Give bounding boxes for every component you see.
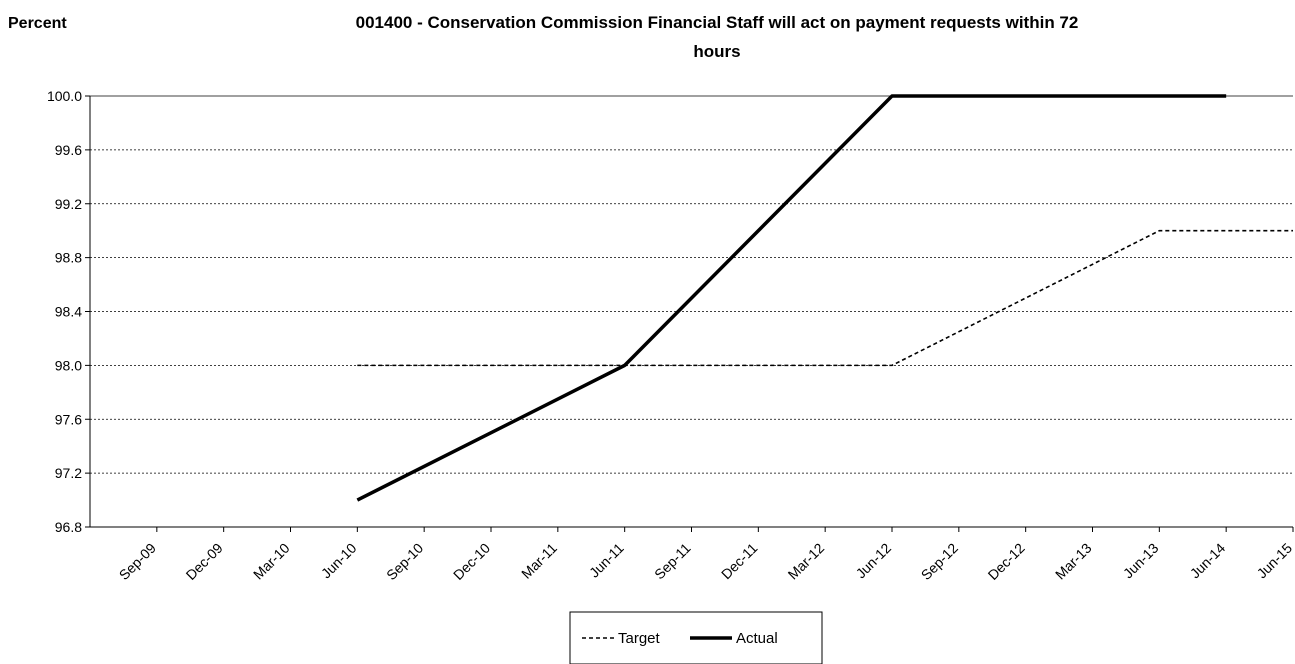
x-tick-label: Sep-12 <box>918 540 961 583</box>
series-line-target <box>357 229 1293 367</box>
y-tick-label: 98.4 <box>55 304 82 320</box>
legend-target-label: Target <box>618 630 661 647</box>
x-tick-label: Dec-11 <box>718 540 761 583</box>
y-tick-label: 97.2 <box>55 465 82 481</box>
x-tick-label: Jun-11 <box>586 540 627 581</box>
x-tick-label: Sep-10 <box>383 540 426 583</box>
legend-actual-label: Actual <box>736 630 778 647</box>
x-tick-label: Dec-10 <box>450 540 493 583</box>
grid <box>90 95 1293 474</box>
x-ticks: Sep-09 Dec-09 Mar-10 Jun-10 Sep-10 Dec-10 Mar-… <box>116 527 1295 583</box>
x-tick-label: Jun-12 <box>853 540 895 582</box>
y-tick-label: 97.6 <box>55 411 82 427</box>
x-tick-label: Mar-12 <box>785 540 828 583</box>
x-tick-label: Jun-10 <box>318 540 360 582</box>
y-tick-label: 96.8 <box>55 519 82 535</box>
x-tick-label: Jun-15 <box>1254 540 1295 582</box>
x-tick-label: Jun-14 <box>1187 540 1229 582</box>
chart-title-line-2: hours <box>693 42 740 61</box>
series-layer <box>356 94 1293 502</box>
x-tick-label: Jun-13 <box>1120 540 1162 582</box>
y-tick-label: 99.2 <box>55 196 82 212</box>
x-tick-label: Mar-11 <box>518 540 560 582</box>
x-tick-label: Mar-10 <box>250 540 293 583</box>
x-tick-label: Sep-09 <box>116 540 159 583</box>
y-tick-label: 98.0 <box>55 357 82 373</box>
x-tick-label: Dec-12 <box>985 540 1028 583</box>
y-axis-label: Percent <box>8 15 67 32</box>
series-line-actual <box>356 94 1227 502</box>
x-tick-label: Sep-11 <box>651 540 694 583</box>
y-ticks: 96.8 97.2 97.6 98.0 98.4 98.8 99.2 99.6 100.0 <box>47 88 90 535</box>
y-tick-label: 99.6 <box>55 142 82 158</box>
legend: Target Actual <box>569 611 823 664</box>
x-tick-label: Mar-13 <box>1052 540 1095 583</box>
y-tick-label: 98.8 <box>55 250 82 266</box>
y-tick-label: 100.0 <box>47 88 82 104</box>
chart-title-line-1: 001400 - Conservation Commission Financi… <box>356 13 1079 32</box>
x-tick-label: Dec-09 <box>183 540 226 583</box>
